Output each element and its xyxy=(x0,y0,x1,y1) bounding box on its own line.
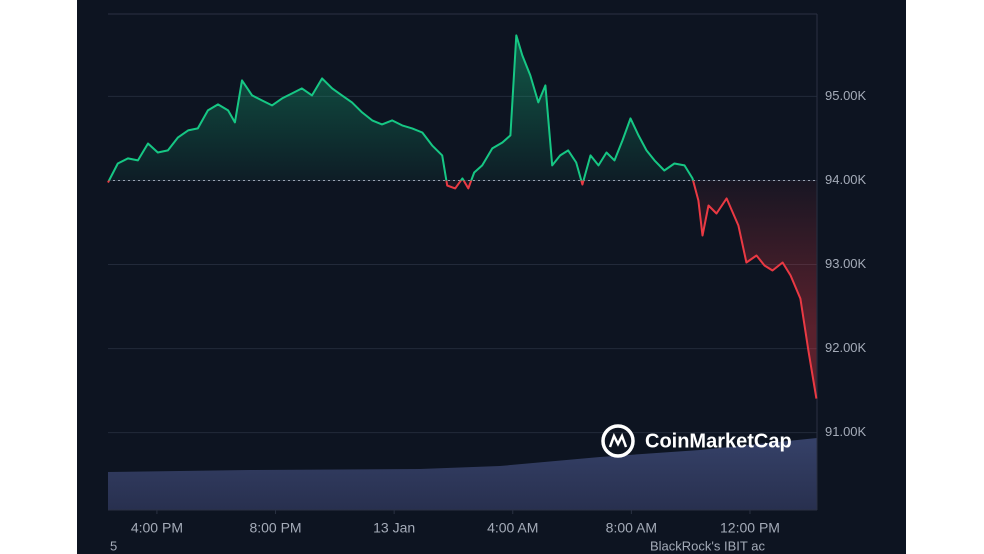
x-tick-label: 4:00 PM xyxy=(131,520,183,536)
x-tick-label: 8:00 AM xyxy=(606,520,657,536)
y-tick-label: 95.00K xyxy=(825,88,867,103)
y-tick-label: 91.00K xyxy=(825,424,867,439)
x-tick-label: 4:00 AM xyxy=(487,520,538,536)
watermark: CoinMarketCap xyxy=(601,424,792,458)
volume-area xyxy=(108,438,817,510)
x-tick-label: 8:00 PM xyxy=(249,520,301,536)
y-tick-label: 93.00K xyxy=(825,256,867,271)
x-tick-label: 13 Jan xyxy=(373,520,415,536)
footer-text: BlackRock's IBIT ac xyxy=(650,538,765,553)
price-line xyxy=(107,34,818,399)
footer-text: 5 xyxy=(110,538,117,553)
x-tick-label: 12:00 PM xyxy=(720,520,780,536)
price-area xyxy=(108,35,817,399)
watermark-logo xyxy=(601,424,635,458)
y-tick-label: 94.00K xyxy=(825,172,867,187)
watermark-logo-mark xyxy=(608,432,628,448)
y-tick-label: 92.00K xyxy=(825,340,867,355)
watermark-text: CoinMarketCap xyxy=(645,430,792,452)
